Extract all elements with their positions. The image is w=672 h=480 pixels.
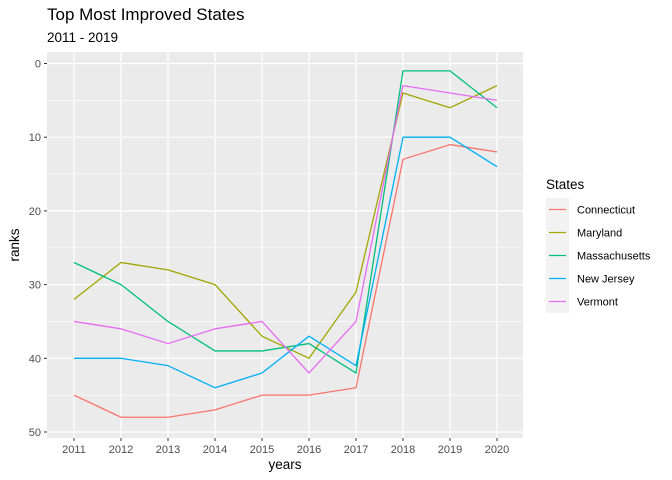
legend-label: Vermont: [577, 297, 618, 309]
x-tick-label: 2013: [156, 444, 180, 456]
plot-panel: [47, 52, 523, 438]
x-tick-label: 2017: [344, 444, 368, 456]
legend-title: States: [546, 177, 585, 192]
x-tick-label: 2019: [438, 444, 462, 456]
y-axis: 0 10 20 30 40 50: [29, 59, 47, 439]
y-tick-label: 0: [35, 59, 41, 71]
x-tick-label: 2016: [297, 444, 321, 456]
legend: States Connecticut Maryland Massachusetts N…: [546, 177, 651, 313]
chart-subtitle: 2011 - 2019: [47, 30, 119, 45]
x-axis-title: years: [268, 457, 301, 472]
legend-label: Maryland: [577, 228, 622, 240]
x-tick-label: 2012: [109, 444, 133, 456]
legend-label: Massachusetts: [577, 251, 651, 263]
y-tick-label: 40: [29, 353, 41, 365]
y-tick-label: 10: [29, 132, 41, 144]
legend-label: New Jersey: [577, 274, 635, 286]
y-axis-title: ranks: [7, 228, 22, 261]
x-tick-label: 2011: [62, 444, 86, 456]
series-line-vermont: [73, 84, 498, 374]
series-lines: [73, 70, 498, 418]
x-tick-label: 2015: [250, 444, 274, 456]
y-tick-label: 20: [29, 206, 41, 218]
x-tick-label: 2014: [203, 444, 227, 456]
x-tick-label: 2020: [485, 444, 509, 456]
x-tick-label: 2018: [391, 444, 415, 456]
series-line-new-jersey: [74, 136, 498, 389]
y-tick-label: 50: [29, 427, 41, 439]
series-line-connecticut: [73, 143, 498, 418]
y-tick-label: 30: [29, 280, 41, 292]
chart-title: Top Most Improved States: [47, 5, 245, 24]
legend-label: Connecticut: [577, 205, 635, 217]
x-axis: 2011 2012 2013 2014 2015 2016 2017 2018 2019 2020: [62, 438, 509, 456]
